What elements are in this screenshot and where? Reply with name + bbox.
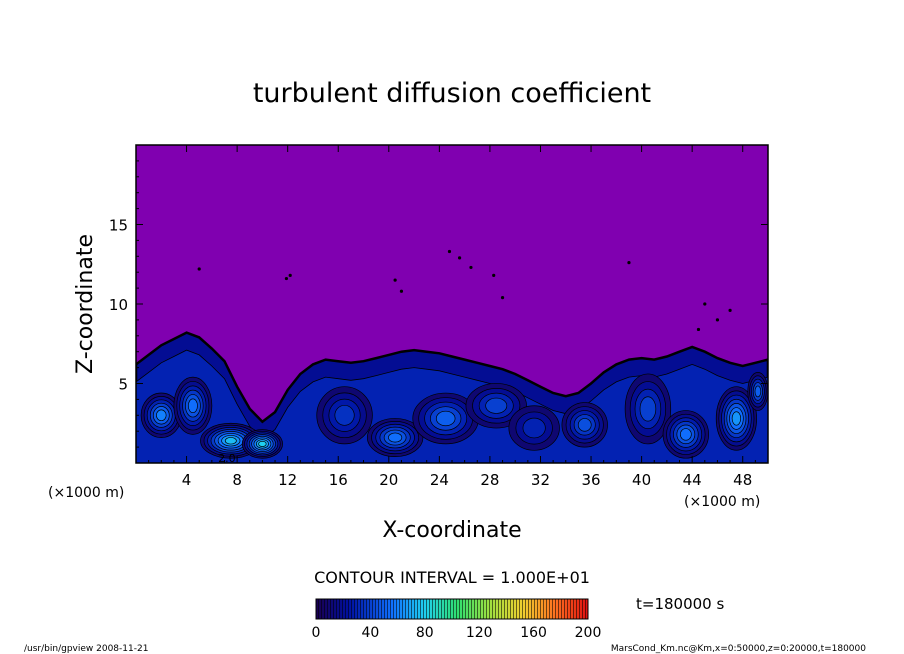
x-tick-label: 4 (182, 471, 192, 489)
contour-fleck (197, 267, 201, 271)
eddy-contour (679, 428, 692, 441)
colorbar-frame (315, 598, 589, 620)
eddy (241, 429, 283, 459)
chart-title: turbulent diffusion coefficient (253, 78, 651, 109)
colorbar-tick-label: 160 (520, 625, 547, 641)
colorbar-tick-label: 200 (575, 625, 602, 641)
eddy-contour (258, 440, 267, 447)
eddy (173, 376, 213, 435)
eddy-contour (435, 410, 456, 427)
eddy (662, 410, 709, 459)
colorbar-tick-label: 0 (312, 625, 321, 641)
contour-interval: CONTOUR INTERVAL = 1.000E+01 (314, 568, 590, 587)
x-tick-label: 36 (581, 471, 600, 489)
x-tick-label: 48 (733, 471, 752, 489)
turbulence-field: 2.0 (136, 249, 768, 465)
x-axis-label: X-coordinate (382, 518, 521, 543)
x-tick-label: 32 (531, 471, 550, 489)
eddy-contour (577, 418, 592, 432)
contour-fleck (728, 308, 732, 312)
contour-fleck (492, 273, 496, 277)
y-axis-label: Z-coordinate (73, 234, 98, 374)
y-axis-ticks: 5 10 15 (109, 160, 768, 448)
eddy (747, 372, 768, 411)
eddy-contour (754, 385, 762, 398)
eddy (561, 402, 608, 448)
x-tick-label: 44 (683, 471, 702, 489)
eddy-contour (485, 397, 508, 414)
x-unit-left: (×1000 m) (48, 485, 124, 501)
contour-fleck (284, 276, 289, 281)
eddy-contour (334, 404, 355, 426)
y-tick-label: 5 (118, 376, 128, 394)
colorbar-tick-label: 80 (416, 625, 434, 641)
contour-fleck (399, 289, 404, 293)
contour-fleck (627, 261, 631, 265)
time-label: t=180000 s (636, 595, 724, 613)
eddy (715, 386, 757, 451)
colorbar-hatch (316, 599, 588, 619)
eddy (624, 373, 672, 445)
x-tick-label: 24 (430, 471, 449, 489)
contour-fleck (715, 318, 720, 322)
contour-fleck (457, 256, 462, 260)
colorbar-tick-label: 40 (361, 625, 379, 641)
inline-contour-label: 2.0 (218, 452, 236, 465)
eddy-contour (187, 398, 198, 414)
x-tick-label: 16 (329, 471, 348, 489)
contour-fleck (447, 249, 452, 254)
x-tick-label: 40 (632, 471, 651, 489)
x-unit-right: (×1000 m) (684, 494, 760, 510)
eddy (316, 386, 373, 445)
eddy (140, 392, 182, 438)
colorbar-tick-label: 120 (466, 625, 493, 641)
contour-fleck (288, 273, 292, 277)
x-tick-label: 12 (278, 471, 297, 489)
eddy-contour (156, 409, 167, 422)
contour-fleck (469, 265, 473, 270)
contour-fleck (703, 302, 707, 306)
x-axis-ticks: 4 8 12 16 20 24 28 32 36 40 44 48 (148, 145, 756, 489)
contour-fleck (393, 278, 397, 282)
x-tick-label: 20 (379, 471, 398, 489)
eddy-contour (731, 411, 742, 426)
stamp-left: /usr/bin/gpview 2008-11-21 (24, 644, 148, 654)
eddy-contour (388, 432, 403, 443)
contour-fleck (696, 327, 701, 332)
y-tick-label: 10 (109, 296, 128, 314)
contour-fleck (500, 296, 505, 300)
y-tick-label: 15 (109, 217, 128, 235)
x-tick-label: 28 (480, 471, 499, 489)
eddy (465, 383, 527, 429)
colorbar-ticks: 0 40 80 120 160 200 (312, 625, 602, 641)
eddy (508, 405, 560, 451)
eddy-contour (224, 437, 237, 445)
x-tick-label: 8 (232, 471, 242, 489)
eddy-contour (522, 417, 546, 439)
colorbar: 0 40 80 120 160 200 (312, 598, 602, 641)
eddy (366, 418, 424, 458)
eddy-contour (639, 396, 657, 422)
stamp-right: MarsCond_Km.nc@Km,x=0:50000,z=0:20000,t=… (611, 644, 866, 654)
